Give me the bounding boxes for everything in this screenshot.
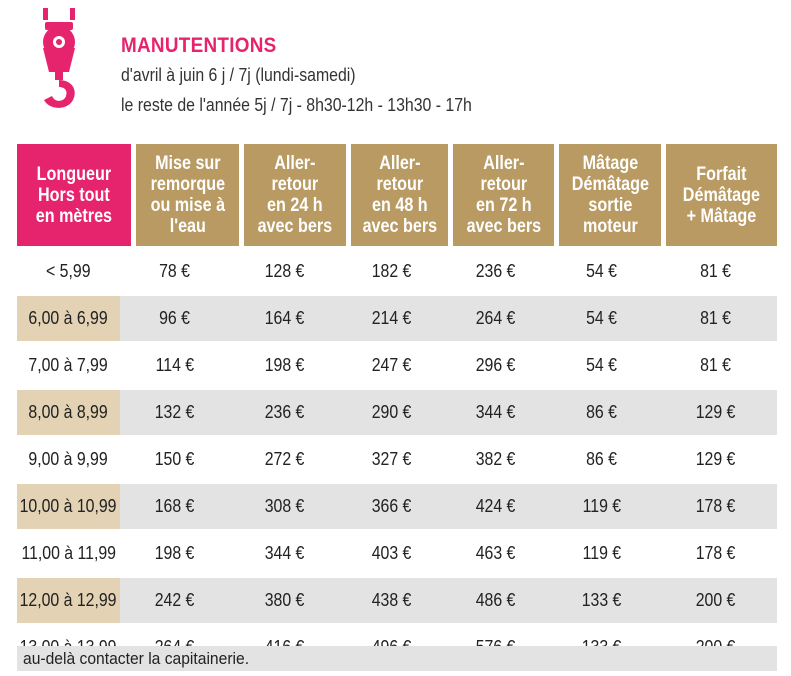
price-cell: 178 € xyxy=(695,543,736,563)
table-row: 8,00 à 8,99 132 € 236 € 290 € 344 € 86 € 129 € xyxy=(17,390,777,435)
table-row: 12,00 à 12,99 242 € 380 € 438 € 486 € 133 € 20… xyxy=(17,578,777,623)
price-cell: 242 € xyxy=(155,590,195,610)
price-cell: 133 € xyxy=(581,590,622,610)
price-cell: 382 € xyxy=(476,449,516,469)
header-masting: Mâtage Démâtage sortie moteur xyxy=(559,144,661,246)
price-cell: 366 € xyxy=(371,496,412,516)
price-cell: 81 € xyxy=(700,261,731,281)
length-cell: 12,00 à 12,99 xyxy=(17,578,120,623)
length-cell: 6,00 à 6,99 xyxy=(17,296,120,341)
length-cell: 10,00 à 10,99 xyxy=(17,484,120,529)
price-cell: 296 € xyxy=(476,355,516,375)
price-cell: 54 € xyxy=(586,355,617,375)
price-cell: 182 € xyxy=(371,261,412,281)
price-cell: 81 € xyxy=(700,355,731,375)
table-row: 10,00 à 10,99 168 € 308 € 366 € 424 € 119 € 17… xyxy=(17,484,777,529)
table-row: 6,00 à 6,99 96 € 164 € 214 € 264 € 54 € 81 € xyxy=(17,296,777,341)
price-cell: 129 € xyxy=(695,449,736,469)
table-header-row: Longueur Hors tout en mètres Mise sur re… xyxy=(17,144,777,246)
table-row: 7,00 à 7,99 114 € 198 € 247 € 296 € 54 € 81 € xyxy=(17,343,777,388)
length-cell: 9,00 à 9,99 xyxy=(28,449,109,469)
price-cell: 119 € xyxy=(582,543,621,563)
length-cell: < 5,99 xyxy=(46,261,91,281)
price-cell: 214 € xyxy=(371,308,412,328)
price-cell: 178 € xyxy=(695,496,736,516)
length-cell: 7,00 à 7,99 xyxy=(28,355,109,375)
price-cell: 344 € xyxy=(476,402,516,422)
price-cell: 308 € xyxy=(265,496,305,516)
header-launch: Mise sur remorque ou mise à l'eau xyxy=(136,144,239,246)
header-package: Forfait Démâtage + Mâtage xyxy=(665,144,777,246)
table-row: < 5,99 78 € 128 € 182 € 236 € 54 € 81 € xyxy=(17,249,777,294)
price-cell: 54 € xyxy=(586,261,617,281)
price-cell: 54 € xyxy=(586,308,617,328)
crane-hook-icon xyxy=(36,8,82,112)
price-cell: 119 € xyxy=(582,496,621,516)
table-footer-note: au-delà contacter la capitainerie. xyxy=(17,646,777,671)
price-cell: 96 € xyxy=(159,308,191,328)
header-24h: Aller- retour en 24 h avec bers xyxy=(243,144,346,246)
price-cell: 424 € xyxy=(476,496,516,516)
price-cell: 272 € xyxy=(265,449,305,469)
header-length: Longueur Hors tout en mètres xyxy=(17,144,132,246)
schedule-high-season: d'avril à juin 6 j / 7j (lundi-samedi) xyxy=(121,65,356,85)
price-cell: 463 € xyxy=(476,543,516,563)
price-cell: 129 € xyxy=(695,402,736,422)
length-cell: 8,00 à 8,99 xyxy=(17,390,120,435)
price-cell: 403 € xyxy=(371,543,412,563)
price-cell: 236 € xyxy=(265,402,305,422)
length-cell: 11,00 à 11,99 xyxy=(21,543,116,563)
price-cell: 236 € xyxy=(476,261,516,281)
price-cell: 150 € xyxy=(155,449,195,469)
schedule-rest-of-year: le reste de l'année 5j / 7j - 8h30-12h -… xyxy=(121,95,472,115)
price-cell: 380 € xyxy=(265,590,305,610)
price-cell: 168 € xyxy=(155,496,195,516)
price-cell: 164 € xyxy=(265,308,305,328)
price-cell: 132 € xyxy=(155,402,195,422)
price-cell: 86 € xyxy=(586,402,617,422)
price-cell: 200 € xyxy=(695,590,736,610)
table-body: < 5,99 78 €128 €182 €236 €54 €81 €6,00 à … xyxy=(17,249,777,670)
price-cell: 78 € xyxy=(159,261,191,281)
price-cell: 198 € xyxy=(265,355,305,375)
price-cell: 128 € xyxy=(265,261,305,281)
header-72h: Aller- retour en 72 h avec bers xyxy=(453,144,555,246)
header-48h: Aller- retour en 48 h avec bers xyxy=(350,144,449,246)
price-cell: 344 € xyxy=(265,543,305,563)
pricing-table: Longueur Hors tout en mètres Mise sur re… xyxy=(17,144,777,670)
price-cell: 438 € xyxy=(371,590,412,610)
price-cell: 264 € xyxy=(476,308,516,328)
price-cell: 247 € xyxy=(371,355,412,375)
price-cell: 114 € xyxy=(155,355,195,375)
price-cell: 81 € xyxy=(700,308,731,328)
price-cell: 290 € xyxy=(371,402,412,422)
price-cell: 327 € xyxy=(371,449,412,469)
table-row: 11,00 à 11,99 198 € 344 € 403 € 463 € 119 € 17… xyxy=(17,531,777,576)
price-cell: 486 € xyxy=(476,590,516,610)
page-title: MANUTENTIONS xyxy=(121,34,277,57)
price-cell: 86 € xyxy=(586,449,617,469)
price-cell: 198 € xyxy=(155,543,195,563)
table-row: 9,00 à 9,99 150 € 272 € 327 € 382 € 86 € 129 € xyxy=(17,437,777,482)
